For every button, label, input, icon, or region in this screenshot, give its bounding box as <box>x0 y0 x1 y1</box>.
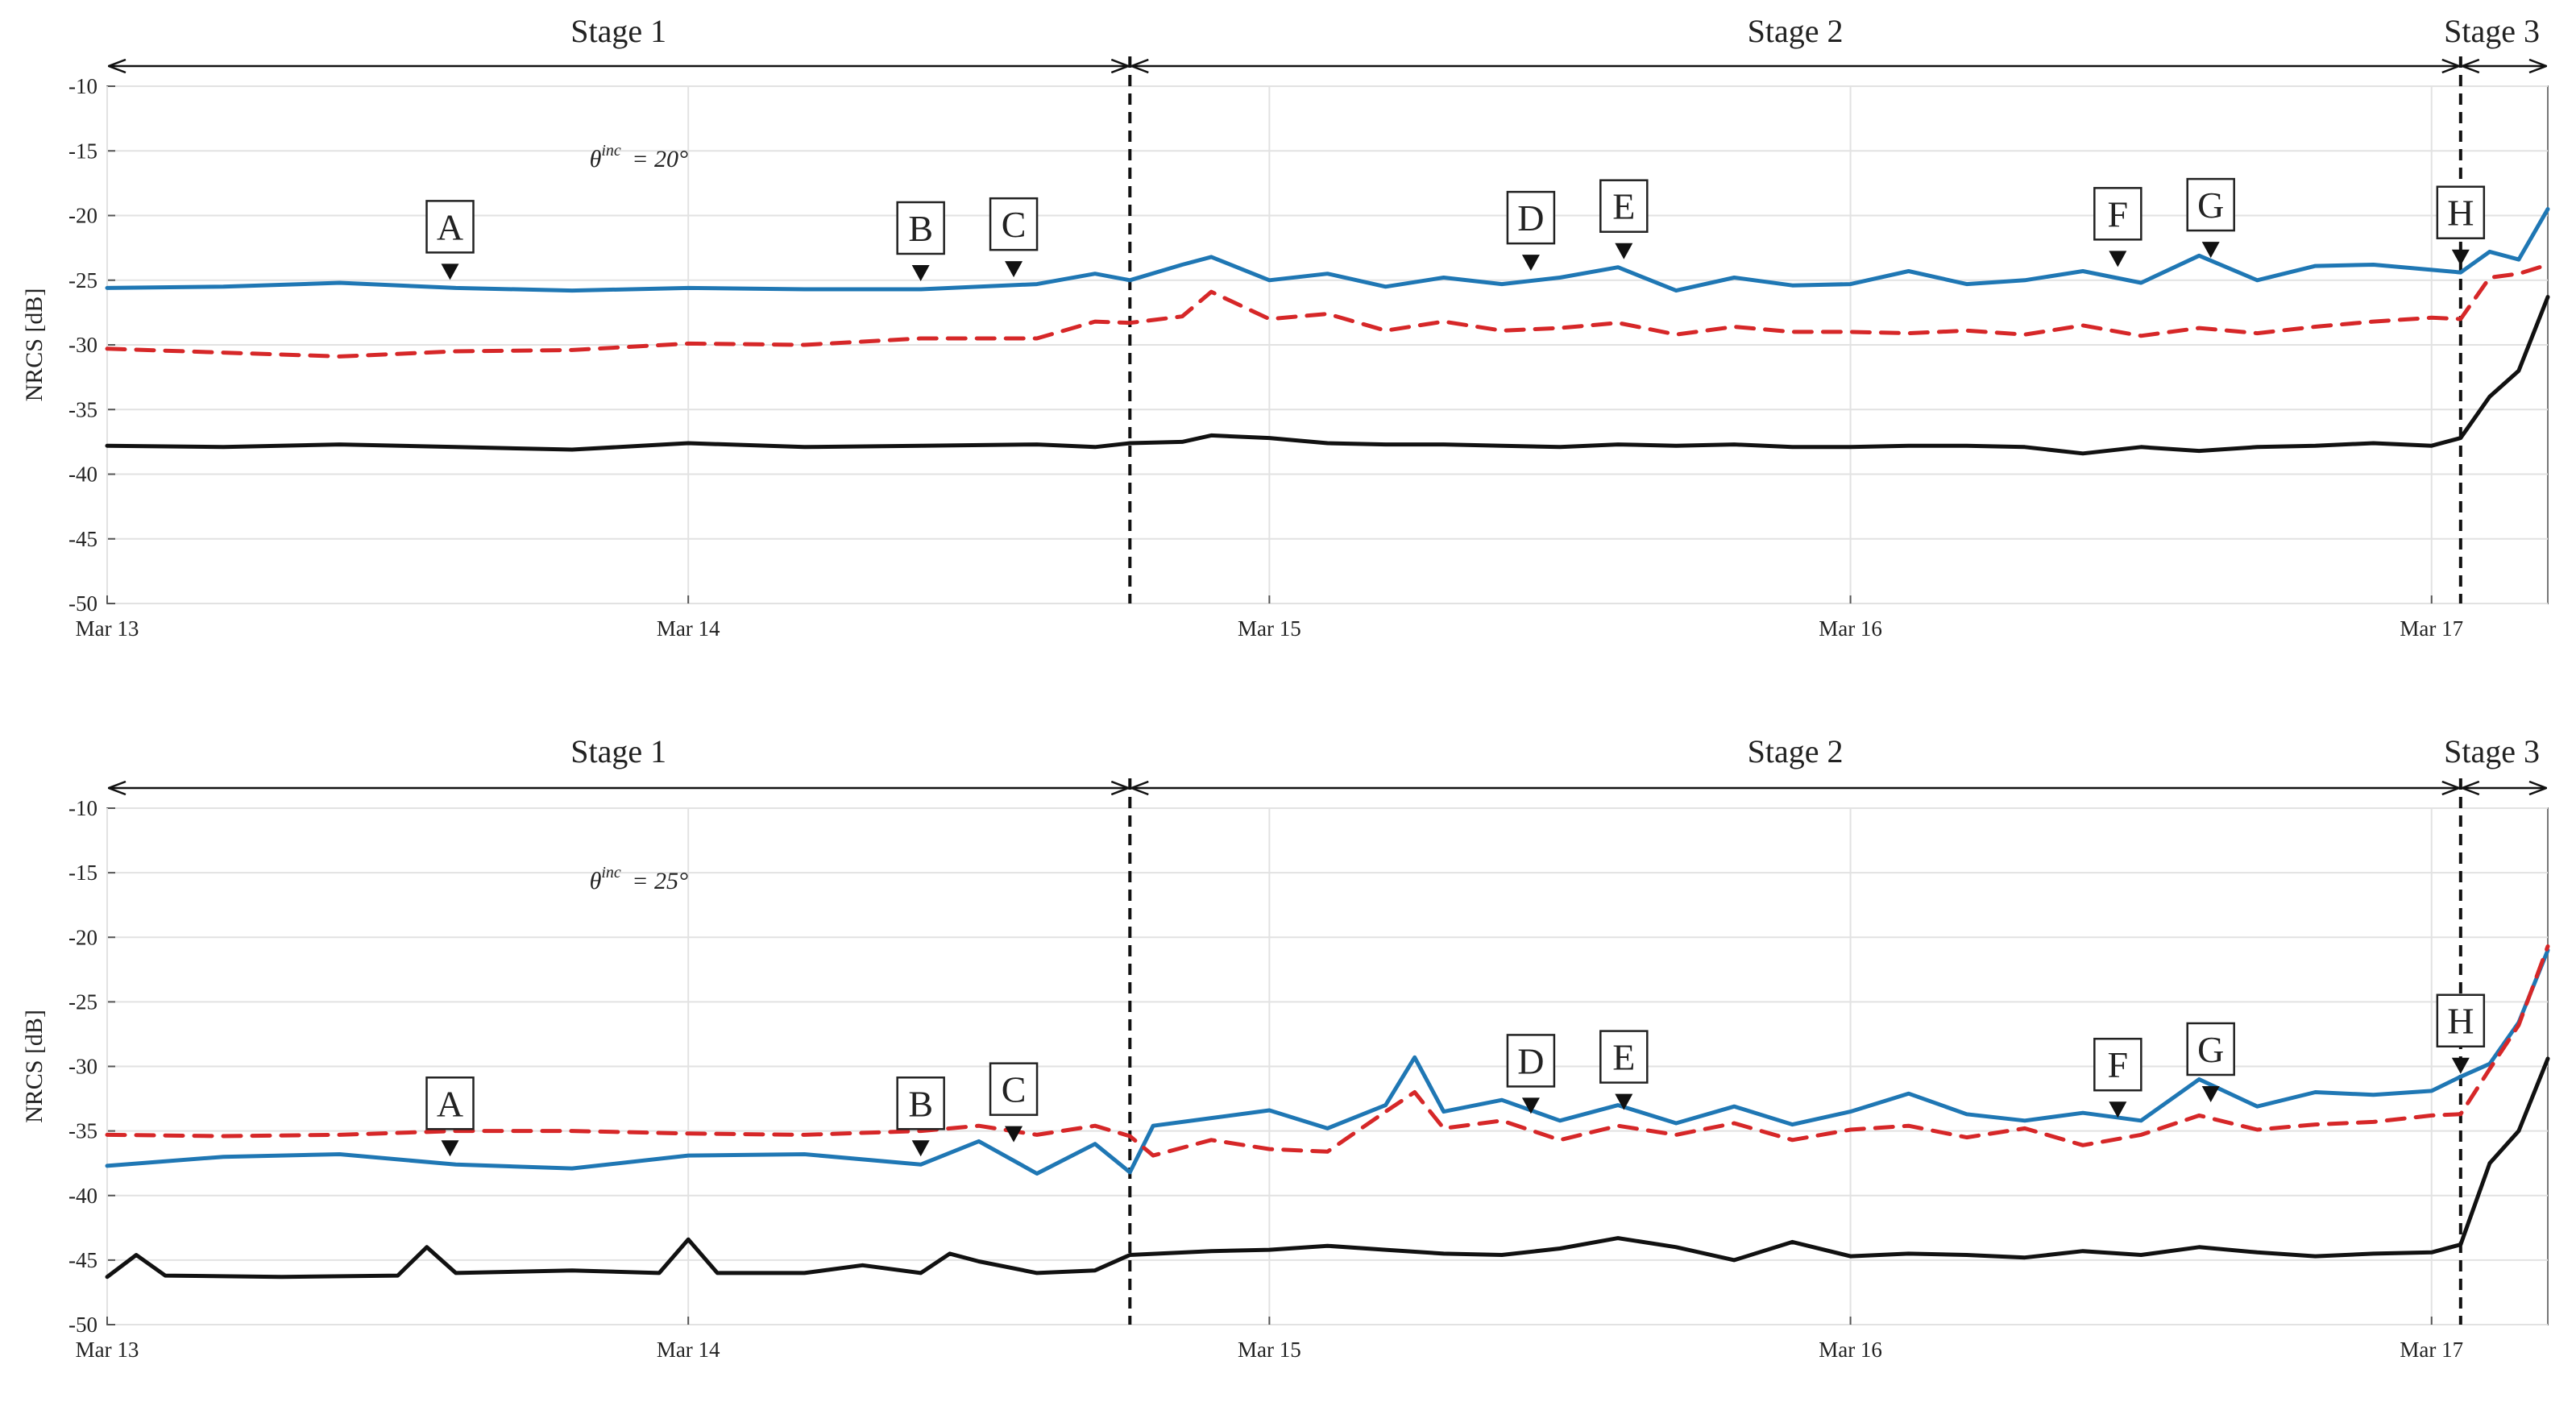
marker-label: A <box>437 1083 463 1124</box>
marker-pointer-icon <box>2201 242 2220 259</box>
marker-box <box>1599 179 1649 233</box>
marker-box <box>425 1076 475 1130</box>
marker-pointer-icon <box>441 263 459 280</box>
y-tick-label: -50 <box>68 591 97 616</box>
theta-superscript: inc <box>601 142 621 160</box>
x-tick-label: Mar 17 <box>2400 1338 2463 1362</box>
theta-symbol: θ <box>590 868 602 894</box>
marker-pointer-icon <box>1521 255 1540 272</box>
y-tick-label: -20 <box>68 204 97 228</box>
theta-superscript: inc <box>601 864 621 881</box>
marker-label: F <box>2108 1044 2129 1085</box>
marker-label: D <box>1517 197 1544 239</box>
x-tick-label: Mar 16 <box>1819 616 1882 641</box>
y-tick-label: -30 <box>68 1055 97 1079</box>
marker-label: G <box>2197 185 2224 226</box>
marker-pointer-icon <box>1005 1126 1023 1143</box>
stage-label: Stage 3 <box>2444 13 2540 49</box>
x-tick-label: Mar 14 <box>657 1338 720 1362</box>
theta-value: = 25° <box>626 868 688 894</box>
marker-box <box>1599 1030 1649 1084</box>
marker-pointer-icon <box>2109 251 2127 268</box>
marker-box <box>896 1076 945 1130</box>
marker-box <box>2093 187 2143 241</box>
theta-annotation: θinc = 25° <box>590 864 688 894</box>
y-tick-label: -35 <box>68 397 97 421</box>
marker-label: H <box>2447 1001 2474 1042</box>
marker-label: B <box>908 208 933 249</box>
marker-label: A <box>437 206 463 247</box>
marker-box <box>1506 190 1556 245</box>
marker-pointer-icon <box>1615 1093 1633 1110</box>
series-line-blue <box>105 207 2550 293</box>
marker-label: D <box>1517 1040 1544 1081</box>
y-tick-label: -25 <box>68 268 97 292</box>
y-tick-label: -40 <box>68 462 97 487</box>
marker-pointer-icon <box>911 1140 930 1157</box>
marker-label: H <box>2447 193 2474 234</box>
marker-box <box>2093 1037 2143 1092</box>
marker-pointer-icon <box>2451 249 2470 266</box>
marker-label: C <box>1002 204 1027 245</box>
stage-label: Stage 2 <box>1748 13 1844 49</box>
stage-label: Stage 3 <box>2444 733 2540 769</box>
y-tick-label: -10 <box>68 74 97 98</box>
series-line-red <box>105 944 2550 1158</box>
marker-label: F <box>2108 193 2129 234</box>
theta-annotation: θinc = 20° <box>590 142 688 172</box>
marker-box <box>425 200 475 254</box>
marker-pointer-icon <box>441 1140 459 1157</box>
y-tick-label: -45 <box>68 527 97 551</box>
stage-label: Stage 1 <box>570 13 666 49</box>
marker-box <box>2186 177 2235 232</box>
marker-pointer-icon <box>2201 1085 2220 1102</box>
marker-box <box>2436 993 2486 1047</box>
y-tick-label: -15 <box>68 139 97 163</box>
marker-label: E <box>1612 186 1635 227</box>
x-tick-label: Mar 13 <box>76 1338 139 1362</box>
x-tick-label: Mar 13 <box>76 616 139 641</box>
marker-box <box>989 197 1039 251</box>
y-tick-label: -10 <box>68 796 97 820</box>
marker-label: G <box>2197 1029 2224 1070</box>
y-axis-label: NRCS [dB] <box>21 1010 48 1123</box>
y-axis-label: NRCS [dB] <box>21 288 48 402</box>
x-tick-label: Mar 16 <box>1819 1338 1882 1362</box>
marker-box <box>896 201 945 255</box>
marker-pointer-icon <box>2451 1057 2470 1074</box>
y-tick-label: -50 <box>68 1313 97 1337</box>
stage-label: Stage 2 <box>1748 733 1844 769</box>
marker-box <box>1506 1034 1556 1088</box>
marker-box <box>989 1062 1039 1116</box>
theta-symbol: θ <box>590 146 602 172</box>
x-tick-label: Mar 15 <box>1238 616 1301 641</box>
y-tick-label: -40 <box>68 1184 97 1208</box>
marker-label: B <box>908 1083 933 1124</box>
marker-label: E <box>1612 1037 1635 1078</box>
marker-label: C <box>1002 1069 1027 1110</box>
theta-value: = 20° <box>626 146 688 172</box>
marker-pointer-icon <box>1521 1097 1540 1114</box>
x-tick-label: Mar 15 <box>1238 1338 1301 1362</box>
marker-pointer-icon <box>1615 243 1633 259</box>
marker-pointer-icon <box>1005 261 1023 278</box>
y-tick-label: -15 <box>68 861 97 885</box>
marker-box <box>2186 1022 2235 1076</box>
series-line-black <box>105 1056 2550 1280</box>
x-tick-label: Mar 17 <box>2400 616 2463 641</box>
stage-label: Stage 1 <box>570 733 666 769</box>
marker-box <box>2436 185 2486 239</box>
y-tick-label: -45 <box>68 1248 97 1272</box>
marker-pointer-icon <box>2109 1101 2127 1118</box>
y-tick-label: -30 <box>68 333 97 357</box>
y-tick-label: -20 <box>68 925 97 949</box>
series-line-black <box>105 295 2550 456</box>
y-tick-label: -35 <box>68 1119 97 1143</box>
y-tick-label: -25 <box>68 989 97 1014</box>
x-tick-label: Mar 14 <box>657 616 720 641</box>
marker-pointer-icon <box>911 264 930 281</box>
